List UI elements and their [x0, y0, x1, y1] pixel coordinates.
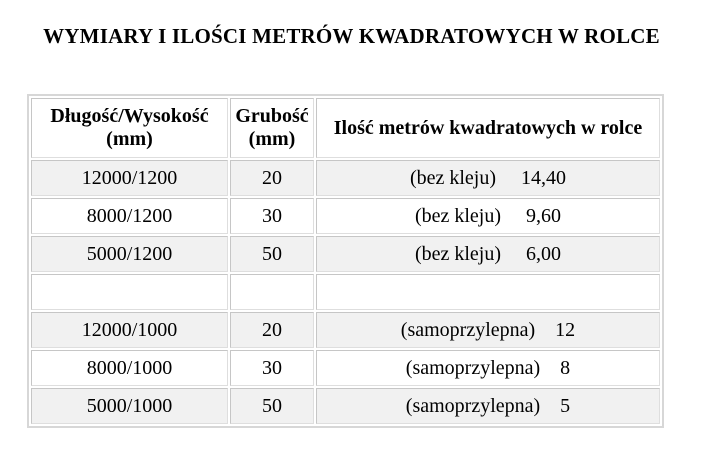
page-title: WYMIARY I ILOŚCI METRÓW KWADRATOWYCH W R…	[43, 24, 660, 48]
cell-square-meters: (bez kleju) 6,00	[316, 236, 660, 272]
cell-dimensions: 5000/1200	[31, 236, 228, 272]
dimensions-table: Długość/Wysokość (mm) Grubość (mm) Ilość…	[27, 94, 664, 428]
cell-square-meters: (bez kleju) 14,40	[316, 160, 660, 196]
cell-dimensions: 8000/1000	[31, 350, 228, 386]
cell-square-meters: (bez kleju) 9,60	[316, 198, 660, 234]
cell-thickness: 50	[230, 388, 314, 424]
header-row: Długość/Wysokość (mm) Grubość (mm) Ilość…	[31, 98, 660, 158]
cell-thickness: 30	[230, 350, 314, 386]
cell-square-meters: (samoprzylepna) 8	[316, 350, 660, 386]
header-cell-square-meters: Ilość metrów kwadratowych w rolce	[316, 98, 660, 158]
cell-square-meters: (samoprzylepna) 5	[316, 388, 660, 424]
cell-thickness	[230, 274, 314, 310]
cell-thickness: 20	[230, 312, 314, 348]
cell-dimensions	[31, 274, 228, 310]
cell-dimensions: 8000/1200	[31, 198, 228, 234]
table-row: 5000/1000 50 (samoprzylepna) 5	[31, 388, 660, 424]
table-row: 12000/1000 20 (samoprzylepna) 12	[31, 312, 660, 348]
table-row: 8000/1200 30 (bez kleju) 9,60	[31, 198, 660, 234]
table-row-empty	[31, 274, 660, 310]
cell-dimensions: 12000/1200	[31, 160, 228, 196]
cell-thickness: 30	[230, 198, 314, 234]
table-body: 12000/1200 20 (bez kleju) 14,40 8000/120…	[31, 160, 660, 424]
header-cell-length-height: Długość/Wysokość (mm)	[31, 98, 228, 158]
table-row: 8000/1000 30 (samoprzylepna) 8	[31, 350, 660, 386]
table-row: 12000/1200 20 (bez kleju) 14,40	[31, 160, 660, 196]
cell-thickness: 50	[230, 236, 314, 272]
cell-dimensions: 12000/1000	[31, 312, 228, 348]
cell-dimensions: 5000/1000	[31, 388, 228, 424]
cell-square-meters: (samoprzylepna) 12	[316, 312, 660, 348]
cell-square-meters	[316, 274, 660, 310]
table-header: Długość/Wysokość (mm) Grubość (mm) Ilość…	[31, 98, 660, 158]
header-cell-thickness: Grubość (mm)	[230, 98, 314, 158]
cell-thickness: 20	[230, 160, 314, 196]
table-row: 5000/1200 50 (bez kleju) 6,00	[31, 236, 660, 272]
